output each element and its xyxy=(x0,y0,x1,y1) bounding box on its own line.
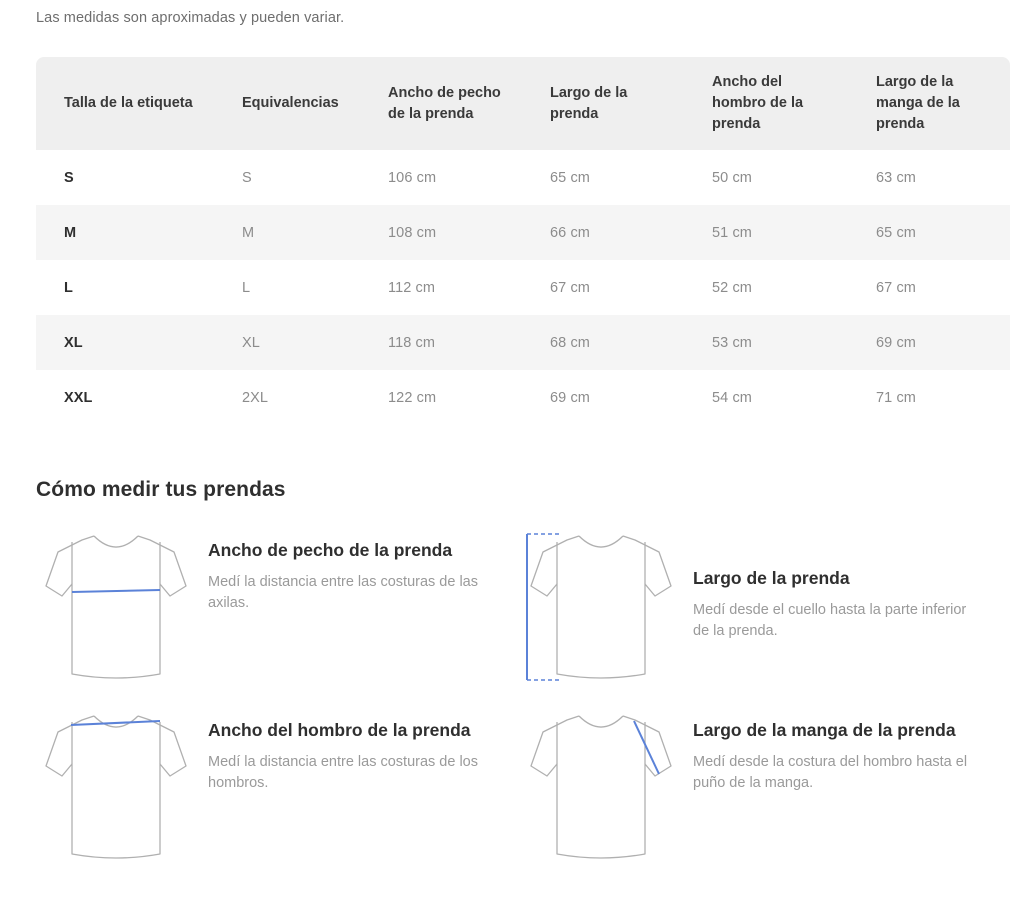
cell-ancho-hombro: 50 cm xyxy=(712,169,752,186)
column-header-ancho-hombro: Ancho del hombro de la prenda xyxy=(712,74,804,132)
cell-ancho-hombro: 52 cm xyxy=(712,279,752,296)
cell-largo-prenda: 69 cm xyxy=(550,389,590,406)
cell-ancho-pecho: 122 cm xyxy=(388,389,437,406)
cell-largo-prenda: 65 cm xyxy=(550,169,590,186)
table-header: Talla de la etiqueta Equivalencias Ancho… xyxy=(36,57,1010,150)
cell-ancho-pecho: 106 cm xyxy=(388,169,437,186)
cell-equivalencia: 2XL xyxy=(242,389,269,406)
cell-largo-manga: 63 cm xyxy=(876,169,916,186)
cell-equivalencia: XL xyxy=(242,334,260,351)
measure-item-body-length: Largo de la prenda Medí desde el cuello … xyxy=(521,524,996,704)
how-to-measure-section: Cómo medir tus prendas xyxy=(36,478,996,884)
table-row: XL XL 118 cm 68 cm 53 cm 69 cm xyxy=(36,315,1010,370)
cell-largo-prenda: 68 cm xyxy=(550,334,590,351)
cell-largo-prenda: 67 cm xyxy=(550,279,590,296)
tshirt-body-length-icon xyxy=(521,524,681,699)
table-row: S S 106 cm 65 cm 50 cm 63 cm xyxy=(36,150,1010,205)
cell-ancho-hombro: 54 cm xyxy=(712,389,752,406)
cell-largo-manga: 71 cm xyxy=(876,389,916,406)
table-row: L L 112 cm 67 cm 52 cm 67 cm xyxy=(36,260,1010,315)
measure-item-description: Medí la distancia entre las costuras de … xyxy=(208,754,478,791)
measure-item-description: Medí la distancia entre las costuras de … xyxy=(208,574,478,611)
column-header-ancho-pecho: Ancho de pecho de la prenda xyxy=(388,84,501,122)
cell-largo-manga: 67 cm xyxy=(876,279,916,296)
tshirt-sleeve-length-icon xyxy=(521,704,681,879)
measure-item-description: Medí desde el cuello hasta la parte infe… xyxy=(693,602,967,639)
column-header-equivalencias: Equivalencias xyxy=(242,95,339,111)
cell-talla: M xyxy=(64,224,77,241)
table-row: XXL 2XL 122 cm 69 cm 54 cm 71 cm xyxy=(36,370,1010,425)
measure-item-heading: Largo de la manga de la prenda xyxy=(693,720,956,740)
table-body: S S 106 cm 65 cm 50 cm 63 cm M M 108 cm … xyxy=(36,150,1010,425)
cell-talla: L xyxy=(64,279,73,296)
cell-ancho-hombro: 53 cm xyxy=(712,334,752,351)
measure-item-text: Ancho del hombro de la prenda Medí la di… xyxy=(196,704,483,794)
measure-item-heading: Largo de la prenda xyxy=(693,568,850,588)
measure-item-chest-width: Ancho de pecho de la prenda Medí la dist… xyxy=(36,524,521,704)
size-chart-table: Talla de la etiqueta Equivalencias Ancho… xyxy=(36,57,1010,425)
measure-item-sleeve-length: Largo de la manga de la prenda Medí desd… xyxy=(521,704,996,884)
tshirt-chest-width-icon xyxy=(36,524,196,699)
cell-ancho-hombro: 51 cm xyxy=(712,224,752,241)
cell-equivalencia: M xyxy=(242,224,255,241)
measure-item-text: Largo de la manga de la prenda Medí desd… xyxy=(681,704,968,794)
cell-ancho-pecho: 112 cm xyxy=(388,279,436,296)
cell-equivalencia: S xyxy=(242,169,252,186)
measure-items-grid: Ancho de pecho de la prenda Medí la dist… xyxy=(36,524,996,884)
measure-item-text: Largo de la prenda Medí desde el cuello … xyxy=(681,524,968,642)
measure-item-heading: Ancho de pecho de la prenda xyxy=(208,540,453,560)
column-header-largo-manga: Largo de la manga de la prenda xyxy=(876,74,960,132)
tshirt-shoulder-width-icon xyxy=(36,704,196,879)
cell-ancho-pecho: 108 cm xyxy=(388,224,437,241)
measurements-disclaimer: Las medidas son aproximadas y pueden var… xyxy=(36,10,345,26)
column-header-largo-prenda: Largo de la prenda xyxy=(550,84,628,122)
cell-largo-prenda: 66 cm xyxy=(550,224,590,241)
measure-item-shoulder-width: Ancho del hombro de la prenda Medí la di… xyxy=(36,704,521,884)
measure-item-description: Medí desde la costura del hombro hasta e… xyxy=(693,754,968,791)
column-header-talla: Talla de la etiqueta xyxy=(64,95,193,111)
cell-largo-manga: 65 cm xyxy=(876,224,916,241)
table-row: M M 108 cm 66 cm 51 cm 65 cm xyxy=(36,205,1010,260)
cell-talla: S xyxy=(64,169,74,186)
cell-largo-manga: 69 cm xyxy=(876,334,916,351)
cell-equivalencia: L xyxy=(242,279,251,296)
measure-item-heading: Ancho del hombro de la prenda xyxy=(208,720,471,740)
measure-item-text: Ancho de pecho de la prenda Medí la dist… xyxy=(196,524,483,614)
section-title: Cómo medir tus prendas xyxy=(36,478,286,501)
cell-ancho-pecho: 118 cm xyxy=(388,334,436,351)
table-header-row: Talla de la etiqueta Equivalencias Ancho… xyxy=(36,57,1010,150)
cell-talla: XL xyxy=(64,334,83,351)
cell-talla: XXL xyxy=(64,389,93,406)
